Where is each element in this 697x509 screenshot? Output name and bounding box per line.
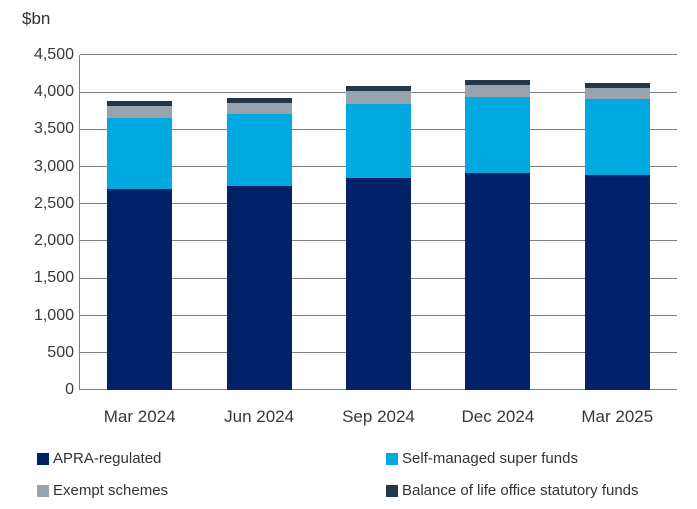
legend-item-apra-regulated: APRA-regulated	[37, 450, 161, 467]
bar-segment-self-managed-super-funds-mar-2024	[107, 117, 173, 189]
bar-segment-exempt-schemes-mar-2025	[584, 87, 650, 99]
y-tick-label: 1,500	[33, 269, 74, 287]
legend-label: APRA-regulated	[53, 450, 162, 467]
y-tick-label: 2,000	[33, 232, 74, 250]
bar-segment-balance-of-life-office-statutory-funds-mar-2025	[584, 82, 650, 88]
gridline-4500	[80, 54, 677, 56]
x-tick-label-mar-2025: Mar 2025	[581, 407, 654, 426]
x-tick-label-jun-2024: Jun 2024	[224, 407, 295, 426]
bar-segment-exempt-schemes-sep-2024	[346, 91, 411, 105]
legend-item-balance-of-life-office-statutory-funds: Balance of life office statutory funds	[386, 482, 639, 499]
legend-label: Exempt schemes	[53, 482, 169, 499]
bar-segment-balance-of-life-office-statutory-funds-sep-2024	[346, 85, 411, 92]
bar-segment-balance-of-life-office-statutory-funds-mar-2024	[107, 101, 173, 107]
x-tick-label-mar-2024: Mar 2024	[103, 407, 176, 426]
legend-swatch-icon	[386, 484, 398, 497]
y-tick-label: 3,000	[33, 157, 74, 175]
legend-swatch-icon	[37, 484, 49, 497]
y-axis-unit-label: $bn	[22, 9, 51, 28]
y-axis-line	[79, 55, 81, 390]
bar-segment-exempt-schemes-mar-2024	[107, 106, 173, 118]
legend-item-self-managed-super-funds: Self-managed super funds	[386, 450, 578, 467]
legend-item-exempt-schemes: Exempt schemes	[37, 482, 168, 499]
y-tick-label: 2,500	[33, 194, 74, 212]
y-tick-label: 4,500	[33, 46, 74, 63]
bar-segment-self-managed-super-funds-dec-2024	[465, 97, 531, 174]
y-tick-label: 500	[47, 343, 74, 361]
bar-segment-balance-of-life-office-statutory-funds-jun-2024	[226, 98, 292, 103]
bar-segment-apra-regulated-mar-2024	[107, 188, 173, 390]
y-tick-label: 1,000	[33, 306, 74, 324]
x-tick-label-sep-2024: Sep 2024	[342, 407, 415, 426]
legend-label: Self-managed super funds	[402, 450, 578, 467]
x-tick-label-dec-2024: Dec 2024	[461, 407, 535, 426]
y-tick-label: 3,500	[33, 120, 74, 138]
bar-segment-apra-regulated-jun-2024	[226, 186, 292, 390]
bar-segment-apra-regulated-dec-2024	[465, 173, 531, 390]
y-tick-label: 0	[65, 381, 74, 398]
bar-segment-self-managed-super-funds-jun-2024	[226, 114, 292, 187]
bar-segment-self-managed-super-funds-sep-2024	[346, 104, 411, 179]
bar-segment-exempt-schemes-jun-2024	[226, 103, 292, 115]
bar-segment-self-managed-super-funds-mar-2025	[584, 98, 650, 176]
bar-segment-apra-regulated-mar-2025	[584, 175, 650, 390]
legend-label: Balance of life office statutory funds	[402, 482, 639, 499]
legend-swatch-icon	[37, 452, 49, 465]
bar-segment-balance-of-life-office-statutory-funds-dec-2024	[465, 80, 531, 86]
bar-segment-exempt-schemes-dec-2024	[465, 85, 531, 98]
bar-segment-apra-regulated-sep-2024	[346, 178, 411, 390]
legend-swatch-icon	[386, 452, 398, 465]
y-tick-label: 4,000	[33, 83, 74, 101]
